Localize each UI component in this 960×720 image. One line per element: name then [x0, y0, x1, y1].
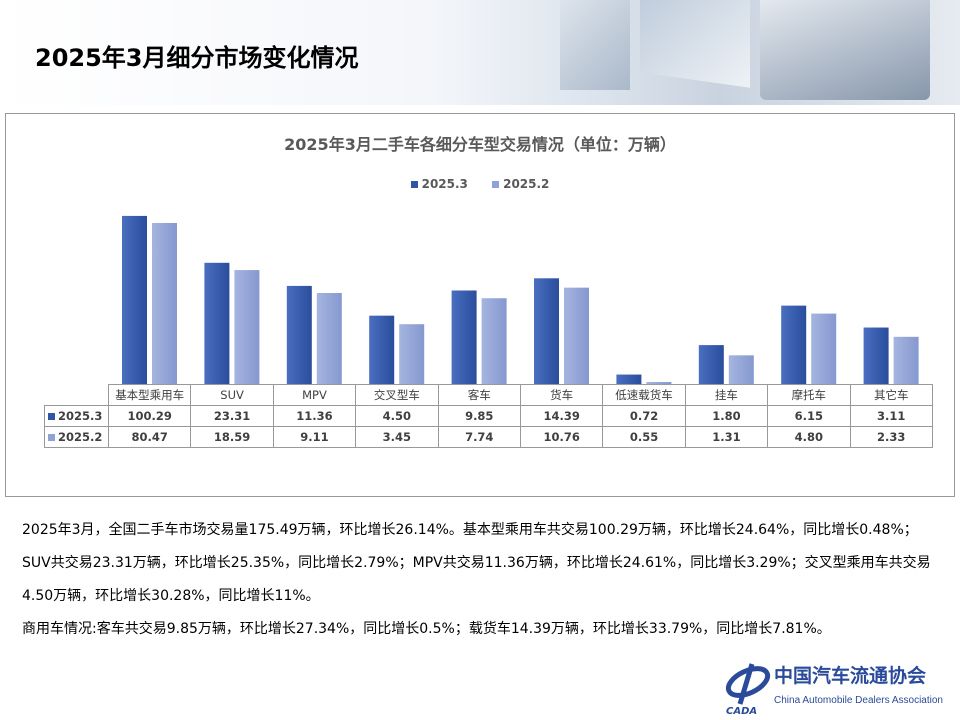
- data-table: 基本型乘用车 SUV MPV 交叉型车 客车 货车 低速载货车 挂车 摩托车 其它车 2025.3 1…: [44, 384, 933, 448]
- data-label: 9.85: [437, 405, 521, 427]
- category-label: MPV: [272, 384, 357, 406]
- bar-2025.2: [811, 313, 837, 384]
- data-label: 2.33: [849, 426, 933, 448]
- category-label: 基本型乘用车: [107, 384, 192, 406]
- bar-2025.2: [152, 222, 177, 384]
- category-label: 低速载货车: [602, 384, 686, 406]
- svg-text:CADA: CADA: [726, 706, 757, 717]
- bar-2025.2: [234, 270, 260, 384]
- series-label: 2025.3: [44, 405, 109, 427]
- series-name: 2025.3: [58, 409, 103, 423]
- bar-2025.2: [316, 292, 342, 384]
- logo-name-cn: 中国汽车流通协会: [774, 665, 927, 687]
- bar-2025.3: [286, 285, 312, 384]
- data-label: 3.45: [355, 426, 439, 448]
- bar-2025.3: [698, 345, 724, 384]
- series-label: 2025.2: [44, 426, 109, 448]
- bar-2025.2: [399, 324, 425, 384]
- data-label: 9.11: [272, 426, 357, 448]
- data-label: 18.59: [190, 426, 274, 448]
- data-label: 3.11: [849, 405, 933, 427]
- legend: 2025.3 2025.2: [6, 177, 954, 191]
- chart: 2025年3月二手车各细分车型交易情况（单位：万辆） 2025.3 2025.2…: [5, 113, 955, 497]
- data-label: 6.15: [767, 405, 851, 427]
- data-label: 1.31: [684, 426, 769, 448]
- data-label: 7.74: [437, 426, 521, 448]
- category-label: 客车: [437, 384, 521, 406]
- data-label: 4.80: [767, 426, 851, 448]
- category-label: 摩托车: [767, 384, 851, 406]
- bar-2025.2: [564, 287, 589, 384]
- legend-label: 2025.2: [503, 177, 550, 191]
- category-label: 其它车: [849, 384, 933, 406]
- legend-item: 2025.3: [410, 177, 468, 191]
- bar-2025.2: [646, 382, 672, 384]
- bar-2025.3: [534, 278, 559, 384]
- legend-label: 2025.3: [421, 177, 468, 191]
- data-label: 4.50: [355, 405, 439, 427]
- data-label: 14.39: [519, 405, 604, 427]
- chart-title: 2025年3月二手车各细分车型交易情况（单位：万辆）: [284, 135, 676, 154]
- bar-2025.2: [893, 336, 919, 384]
- header-banner: [0, 0, 960, 105]
- legend-item: 2025.2: [492, 177, 549, 191]
- table-row: 2025.3 100.29 23.31 11.36 4.50 9.85 14.39 0.72 1…: [44, 405, 933, 427]
- data-label: 1.80: [684, 405, 769, 427]
- table-corner: [44, 384, 109, 406]
- data-label: 80.47: [107, 426, 192, 448]
- cada-emblem-icon: CADA: [725, 663, 771, 717]
- note-paragraph: 商用车情况:客车共交易9.85万辆，环比增长27.34%，同比增长0.5%；载货…: [22, 621, 831, 637]
- series-name: 2025.2: [58, 430, 103, 444]
- bar-2025.3: [863, 327, 889, 384]
- bar-2025.3: [616, 374, 642, 384]
- bar-plot: [122, 215, 919, 384]
- category-label: 挂车: [684, 384, 769, 406]
- bar-2025.3: [369, 315, 395, 384]
- data-label: 0.72: [602, 405, 686, 427]
- category-label: 货车: [519, 384, 604, 406]
- bar-2025.3: [122, 215, 147, 384]
- bar-2025.3: [204, 262, 230, 384]
- bar-2025.3: [451, 290, 477, 384]
- bar-2025.3: [781, 305, 807, 384]
- notes: 2025年3月，全国二手车市场交易量175.49万辆，环比增长26.14%。基本…: [22, 514, 942, 646]
- logo-name-en: China Automobile Dealers Association: [774, 695, 943, 706]
- bar-2025.2: [481, 298, 507, 384]
- data-label: 23.31: [190, 405, 274, 427]
- note-paragraph: 2025年3月，全国二手车市场交易量175.49万辆，环比增长26.14%。基本…: [22, 522, 931, 604]
- cada-logo: CADA 中国汽车流通协会 China Automobile Dealers A…: [722, 660, 960, 718]
- data-label: 11.36: [272, 405, 357, 427]
- data-label: 100.29: [107, 405, 192, 427]
- data-label: 0.55: [602, 426, 686, 448]
- data-label: 10.76: [519, 426, 604, 448]
- bar-2025.2: [728, 355, 754, 384]
- category-label: 交叉型车: [355, 384, 439, 406]
- table-row: 2025.2 80.47 18.59 9.11 3.45 7.74 10.76 0.55 1.3…: [44, 426, 933, 448]
- category-label: SUV: [190, 384, 274, 406]
- page-title: 2025年3月细分市场变化情况: [35, 44, 359, 72]
